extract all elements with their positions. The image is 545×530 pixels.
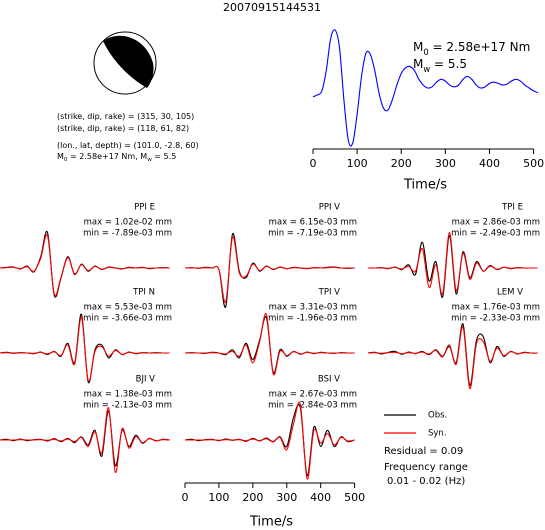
x-tick-label: 500 xyxy=(344,491,365,504)
legend-label: Obs. xyxy=(428,411,447,421)
subscript: w xyxy=(147,157,152,163)
frequency-range: 0.01 - 0.02 (Hz) xyxy=(387,476,465,487)
station-label: PPI V xyxy=(319,203,340,213)
text-part: M xyxy=(413,57,423,71)
frequency-label: Frequency range xyxy=(384,462,468,473)
x-tick-label: 300 xyxy=(435,157,456,170)
max-amplitude: max = 1.02e-02 mm xyxy=(84,218,172,228)
text-part: = 2.58e+17 Nm xyxy=(429,40,531,54)
x-tick-label: 400 xyxy=(310,491,331,504)
figure-title: 20070915144531 xyxy=(223,1,321,14)
synthetic-trace xyxy=(185,401,355,480)
subscript: 0 xyxy=(423,47,428,57)
synthetic-trace xyxy=(185,236,355,303)
text-part: (lon., lat, depth) = (101.0, -2.8, 60) xyxy=(57,141,199,150)
legend-label: Syn. xyxy=(428,429,447,439)
station-label: TPI E xyxy=(501,203,523,213)
station-label: LEM V xyxy=(497,288,523,298)
max-amplitude: max = 1.38e-03 mm xyxy=(84,390,172,400)
station-label: PPI E xyxy=(134,203,155,213)
synthetic-trace xyxy=(0,234,170,296)
x-tick-label: 500 xyxy=(523,157,544,170)
min-amplitude: min = -1.96e-03 mm xyxy=(268,314,357,324)
subscript: w xyxy=(423,64,430,74)
observed-trace xyxy=(0,410,170,467)
synthetic-trace xyxy=(0,407,170,473)
text-part: = 2.58e+17 Nm, M xyxy=(67,152,147,161)
x-tick-label: 300 xyxy=(276,491,297,504)
moment-annotation: Mw = 5.5 xyxy=(413,57,467,74)
min-amplitude: min = -2.84e-03 mm xyxy=(268,401,357,411)
source-parameter: (lon., lat, depth) = (101.0, -2.8, 60) xyxy=(57,141,199,150)
x-tick-label: 0 xyxy=(310,157,317,170)
max-amplitude: max = 6.15e-03 mm xyxy=(269,218,357,228)
max-amplitude: max = 3.31e-03 mm xyxy=(269,303,357,313)
station-label: BJI V xyxy=(136,375,156,385)
station-label: BSI V xyxy=(318,375,340,385)
text-part: M xyxy=(57,152,64,161)
x-tick-label: 100 xyxy=(208,491,229,504)
x-tick-label: 100 xyxy=(347,157,368,170)
text-part: (strike, dip, rake) = (315, 30, 105) xyxy=(57,112,194,121)
max-amplitude: max = 2.67e-03 mm xyxy=(269,390,357,400)
text-part: = 5.5 xyxy=(430,57,467,71)
min-amplitude: min = -2.49e-03 mm xyxy=(451,229,540,239)
x-tick-label: 200 xyxy=(391,157,412,170)
text-part: (strike, dip, rake) = (118, 61, 82) xyxy=(57,124,189,133)
text-part: M xyxy=(413,40,423,54)
source-parameter: (strike, dip, rake) = (118, 61, 82) xyxy=(57,124,189,133)
max-amplitude: max = 2.86e-03 mm xyxy=(452,218,540,228)
min-amplitude: min = -7.89e-03 mm xyxy=(83,229,172,239)
source-parameter: (strike, dip, rake) = (315, 30, 105) xyxy=(57,112,194,121)
residual: Residual = 0.09 xyxy=(384,446,463,457)
synthetic-trace xyxy=(367,326,538,390)
x-tick-label: 200 xyxy=(242,491,263,504)
x-tick-label: 0 xyxy=(182,491,189,504)
station-label: TPI V xyxy=(318,288,341,298)
x-tick-label: 400 xyxy=(479,157,500,170)
station-label: TPI N xyxy=(132,288,155,298)
min-amplitude: min = -2.13e-03 mm xyxy=(83,401,172,411)
min-amplitude: min = -3.66e-03 mm xyxy=(83,314,172,324)
source-time-function xyxy=(312,29,539,147)
min-amplitude: min = -7.19e-03 mm xyxy=(268,229,357,239)
synthetic-trace xyxy=(185,312,355,376)
beachball-compression xyxy=(103,35,154,88)
min-amplitude: min = -2.33e-03 mm xyxy=(451,314,540,324)
source-parameter: M0 = 2.58e+17 Nm, Mw = 5.5 xyxy=(57,152,176,163)
text-part: = 5.5 xyxy=(152,152,177,161)
moment-annotation: M0 = 2.58e+17 Nm xyxy=(413,40,530,57)
beachball xyxy=(93,31,157,95)
synthetic-trace xyxy=(0,316,170,382)
max-amplitude: max = 1.76e-03 mm xyxy=(452,303,540,313)
subscript: 0 xyxy=(64,157,68,163)
x-axis-title: Time/s xyxy=(403,178,447,193)
max-amplitude: max = 5.53e-03 mm xyxy=(84,303,172,313)
x-axis-title: Time/s xyxy=(249,515,293,530)
synthetic-trace xyxy=(368,231,538,295)
